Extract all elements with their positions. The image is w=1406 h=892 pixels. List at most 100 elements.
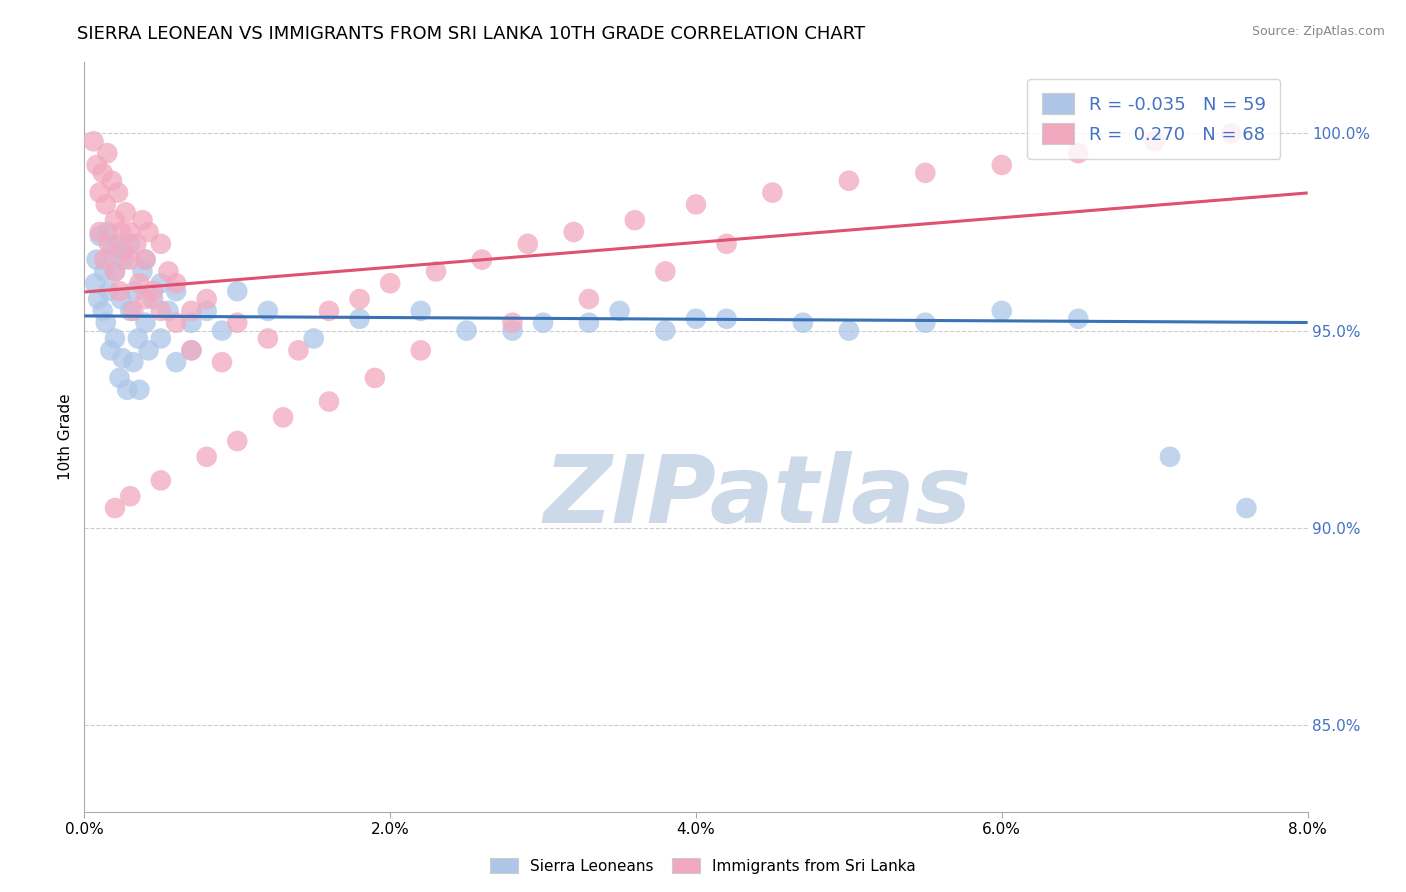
Text: SIERRA LEONEAN VS IMMIGRANTS FROM SRI LANKA 10TH GRADE CORRELATION CHART: SIERRA LEONEAN VS IMMIGRANTS FROM SRI LA… [77, 25, 866, 43]
Point [149, 277, 172, 291]
Point [211, 324, 233, 338]
Point [516, 236, 538, 251]
Point [1159, 450, 1181, 464]
Point [122, 355, 145, 369]
Point [122, 304, 145, 318]
Point [165, 284, 187, 298]
Point [87, 292, 110, 306]
Point [318, 394, 340, 409]
Point [96, 225, 118, 239]
Point [111, 244, 134, 259]
Point [195, 292, 218, 306]
Point [914, 316, 936, 330]
Point [1236, 501, 1258, 516]
Point [97, 236, 120, 251]
Point [138, 343, 160, 358]
Y-axis label: 10th Grade: 10th Grade [58, 393, 73, 481]
Point [456, 324, 478, 338]
Point [195, 304, 218, 318]
Point [180, 343, 202, 358]
Point [364, 371, 387, 385]
Point [654, 264, 676, 278]
Point [111, 351, 134, 366]
Point [120, 489, 142, 503]
Point [502, 316, 524, 330]
Point [271, 410, 294, 425]
Point [108, 371, 131, 385]
Point [104, 501, 127, 516]
Point [131, 213, 153, 227]
Point [127, 331, 149, 345]
Point [91, 166, 114, 180]
Point [131, 264, 153, 278]
Point [91, 304, 114, 318]
Point [86, 252, 108, 267]
Point [349, 292, 371, 306]
Point [318, 304, 340, 318]
Point [93, 252, 115, 267]
Point [165, 355, 187, 369]
Point [654, 324, 676, 338]
Point [562, 225, 585, 239]
Point [135, 252, 157, 267]
Point [716, 311, 738, 326]
Point [94, 316, 117, 330]
Point [98, 343, 121, 358]
Point [471, 252, 494, 267]
Point [624, 213, 647, 227]
Point [142, 284, 165, 298]
Point [761, 186, 783, 200]
Point [84, 277, 107, 291]
Point [257, 331, 280, 345]
Point [104, 264, 127, 278]
Point [128, 383, 150, 397]
Point [108, 284, 131, 298]
Point [114, 205, 136, 219]
Point [104, 264, 127, 278]
Point [128, 277, 150, 291]
Point [991, 304, 1014, 318]
Point [685, 197, 707, 211]
Point [83, 134, 105, 148]
Point [149, 304, 172, 318]
Point [1067, 146, 1090, 161]
Point [149, 236, 172, 251]
Point [96, 146, 118, 161]
Point [380, 277, 402, 291]
Point [157, 304, 180, 318]
Point [104, 331, 127, 345]
Point [124, 284, 146, 298]
Point [104, 213, 127, 227]
Text: Source: ZipAtlas.com: Source: ZipAtlas.com [1251, 25, 1385, 38]
Point [578, 292, 600, 306]
Point [89, 225, 111, 239]
Point [226, 284, 249, 298]
Point [120, 252, 142, 267]
Point [226, 316, 249, 330]
Point [115, 383, 138, 397]
Point [138, 225, 160, 239]
Point [142, 292, 165, 306]
Legend: R = -0.035   N = 59, R =  0.270   N = 68: R = -0.035 N = 59, R = 0.270 N = 68 [1028, 79, 1281, 159]
Point [125, 236, 148, 251]
Point [991, 158, 1014, 172]
Point [135, 252, 157, 267]
Point [409, 304, 432, 318]
Point [135, 292, 157, 306]
Point [211, 355, 233, 369]
Point [502, 324, 524, 338]
Point [180, 304, 202, 318]
Point [531, 316, 554, 330]
Point [110, 292, 132, 306]
Point [302, 331, 325, 345]
Point [180, 343, 202, 358]
Point [838, 174, 860, 188]
Point [195, 450, 218, 464]
Point [89, 229, 111, 244]
Point [1143, 134, 1166, 148]
Point [149, 474, 172, 488]
Point [120, 236, 142, 251]
Point [1220, 127, 1243, 141]
Point [716, 236, 738, 251]
Point [409, 343, 432, 358]
